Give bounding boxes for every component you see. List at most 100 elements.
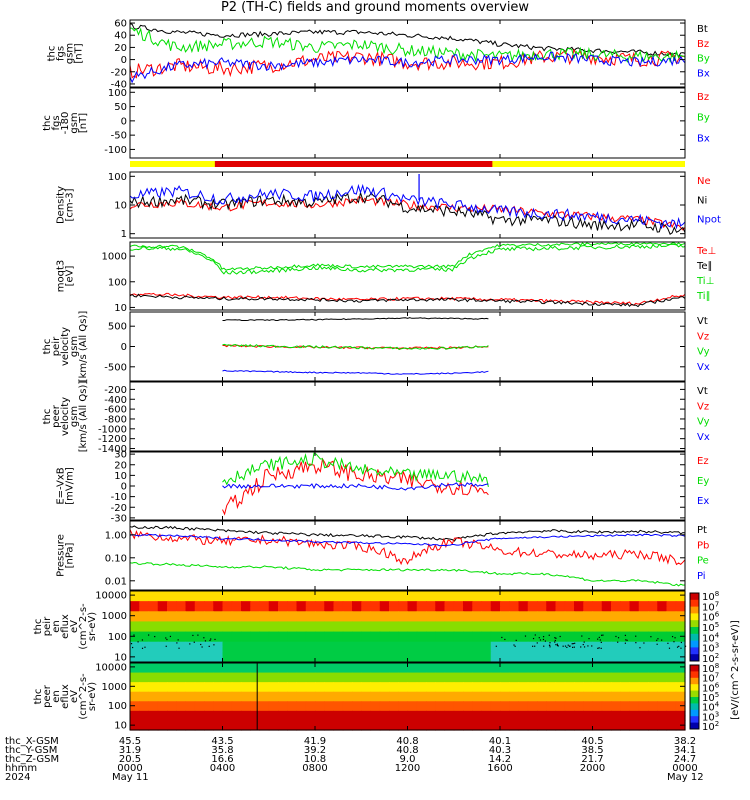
ele_spec-cell <box>416 677 427 683</box>
ele_spec-cell <box>416 720 427 726</box>
ion_spec-cell <box>564 626 575 633</box>
ion_spec-cell <box>611 656 621 663</box>
ele_spec-cell <box>666 696 677 702</box>
ele_spec-cell <box>287 710 298 717</box>
y-tick-label: -50 <box>111 131 127 142</box>
ele_spec-cell <box>463 701 473 707</box>
ion_spec-cell <box>352 621 362 628</box>
ion_spec-cell <box>472 601 483 607</box>
ion_spec-cell <box>657 591 668 597</box>
y-tick-label: 0 <box>121 342 127 353</box>
ele_spec-cell <box>490 725 501 731</box>
ion_spec-cell <box>435 651 446 658</box>
ion_spec-cell <box>592 631 603 638</box>
ion_spec-cell <box>500 611 510 617</box>
ele_spec-cell <box>231 682 242 688</box>
ion_spec-cell <box>296 621 307 628</box>
ion_spec-cell <box>398 636 409 643</box>
ele_spec-cell <box>407 715 418 722</box>
ele_spec-cell <box>241 701 251 707</box>
ion_spec-cell <box>435 646 446 653</box>
ele_spec-cell <box>435 715 446 722</box>
ele_spec-cell <box>222 715 233 722</box>
ion_spec-cell <box>426 616 436 623</box>
ele_spec-cell <box>287 725 298 731</box>
ele_spec-cell <box>601 677 612 683</box>
series-line-temp-green <box>129 243 686 275</box>
ion_spec-cell <box>546 651 557 658</box>
ion_spec-cell <box>453 631 464 638</box>
ele_spec-cell <box>426 677 436 683</box>
ion_spec-cell <box>379 626 390 633</box>
ion_spec-cell <box>675 651 686 658</box>
y-axis-label-line: thc <box>42 115 53 131</box>
ion_spec-cell <box>130 626 140 633</box>
ion_spec-cell <box>370 621 381 628</box>
y-axis-label-line: peer <box>51 404 62 428</box>
ion_spec-cell <box>657 621 668 628</box>
ion-spec-speck <box>572 646 574 649</box>
ion_spec-cell <box>185 606 196 612</box>
ion_spec-cell <box>648 626 658 633</box>
ion_spec-cell <box>453 651 464 658</box>
ion_spec-cell <box>222 611 233 617</box>
ele_spec-cell <box>546 725 557 731</box>
ele_spec-cell <box>287 696 298 702</box>
ele_spec-cell <box>666 663 677 669</box>
ion_spec-cell <box>389 651 399 658</box>
ion_spec-cell <box>444 626 455 633</box>
ion_spec-cell <box>463 621 473 628</box>
ion_spec-cell <box>342 616 353 623</box>
ele_spec-cell <box>148 667 159 674</box>
ele_spec-cell <box>379 667 390 674</box>
ion_spec-cell <box>222 626 233 633</box>
ele_spec-cell <box>333 701 344 707</box>
ion_spec-cell <box>157 651 168 658</box>
ion_spec-cell <box>139 646 150 653</box>
ion_spec-cell <box>241 601 251 607</box>
ion_spec-cell <box>342 656 353 663</box>
colorbar-tick-label: 106 <box>702 611 720 624</box>
ion_spec-cell <box>167 636 177 643</box>
ion-spec-speck <box>177 639 179 641</box>
ion_spec-cell <box>435 631 446 638</box>
ion_spec-cell <box>453 591 464 597</box>
ion_spec-cell <box>398 606 409 612</box>
ele_spec-cell <box>389 710 399 717</box>
ion_spec-cell <box>333 641 344 648</box>
ele_spec-cell <box>509 667 520 674</box>
ion_spec-cell <box>176 601 187 607</box>
ion_spec-cell <box>333 606 344 612</box>
ele_spec-cell <box>583 725 594 731</box>
ion_spec-cell <box>148 596 159 602</box>
ele_spec-cell <box>194 725 205 731</box>
ion_spec-cell <box>157 626 168 633</box>
ele_spec-cell <box>620 706 631 712</box>
ele_spec-cell <box>241 725 251 731</box>
y-axis-label-line: peer <box>42 684 53 708</box>
ion-spec-speck <box>213 644 215 646</box>
ion_spec-cell <box>527 596 538 602</box>
ion_spec-cell <box>629 631 640 638</box>
ion_spec-cell <box>185 636 196 643</box>
y-axis-label-line: [mV/m] <box>65 467 76 505</box>
ele_spec-cell <box>463 710 473 717</box>
ion_spec-cell <box>481 646 492 653</box>
ion_spec-cell <box>379 606 390 612</box>
ion_spec-cell <box>453 646 464 653</box>
ion_spec-cell <box>324 631 335 638</box>
legend-label: Pi <box>697 571 706 582</box>
series-line-temp-red <box>129 292 686 306</box>
ion_spec-cell <box>638 616 649 623</box>
ele_spec-cell <box>296 696 307 702</box>
ion-spec-speck <box>165 645 167 647</box>
ion_spec-cell <box>592 606 603 612</box>
colorbar-cell <box>690 640 699 644</box>
ele_spec-cell <box>592 696 603 702</box>
ele_spec-cell <box>648 677 658 683</box>
ion_spec-cell <box>435 641 446 648</box>
ion_spec-cell <box>148 616 159 623</box>
ion_spec-cell <box>167 596 177 602</box>
ion_spec-cell <box>167 626 177 633</box>
ion-spec-speck <box>554 637 556 639</box>
